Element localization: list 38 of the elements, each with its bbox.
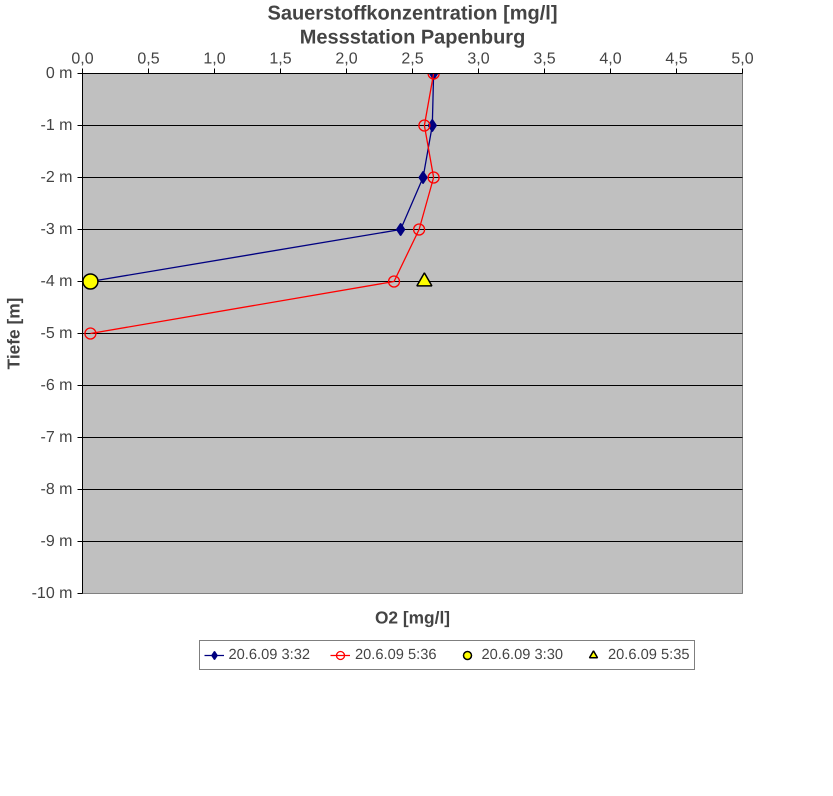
y-tick-label: -2 m xyxy=(40,169,72,186)
x-axis-title: O2 [mg/l] xyxy=(374,608,450,628)
x-tick-label: 2,0 xyxy=(335,50,358,68)
point xyxy=(396,222,406,236)
y-tick-label: -5 m xyxy=(40,325,72,342)
x-tick-label: 2,5 xyxy=(401,50,424,68)
point xyxy=(82,273,99,290)
y-tick-label: -4 m xyxy=(40,273,72,290)
y-tick-label: -1 m xyxy=(40,117,72,134)
x-tick-label: 0,5 xyxy=(137,50,160,68)
x-tick-label: 1,5 xyxy=(269,50,292,68)
y-tick-label: 0 m xyxy=(46,65,72,82)
point xyxy=(388,275,400,288)
point xyxy=(84,327,97,340)
point xyxy=(427,171,440,184)
y-tick-label: -6 m xyxy=(40,377,72,394)
x-tick-label: 5,0 xyxy=(731,50,754,68)
y-tick-label: -3 m xyxy=(40,221,72,238)
y-axis-title: Tiefe [m] xyxy=(4,298,24,370)
chart-subtitle: Messstation Papenburg xyxy=(300,26,526,48)
x-tick-label: 3,5 xyxy=(533,50,556,68)
x-tick-label: 3,0 xyxy=(467,50,490,68)
legend-label: 20.6.09 3:30 xyxy=(482,647,563,663)
point xyxy=(412,223,426,236)
point xyxy=(418,119,431,132)
y-tick-label: -8 m xyxy=(40,481,72,498)
x-tick-label: 4,0 xyxy=(599,50,622,68)
x-tick-label: 0,0 xyxy=(71,50,94,68)
y-tick-label: -10 m xyxy=(32,585,73,602)
legend-label: 20.6.09 5:35 xyxy=(608,647,690,663)
y-tick-label: -9 m xyxy=(40,533,72,550)
x-tick-label: 4,5 xyxy=(665,50,688,68)
legend-label: 20.6.09 5:36 xyxy=(355,647,436,663)
chart-title: Sauerstoffkonzentration [mg/l] xyxy=(267,2,558,24)
legend-label: 20.6.09 3:32 xyxy=(228,647,310,663)
y-tick-label: -7 m xyxy=(40,429,72,446)
point xyxy=(418,170,428,184)
x-tick-label: 1,0 xyxy=(203,50,226,68)
